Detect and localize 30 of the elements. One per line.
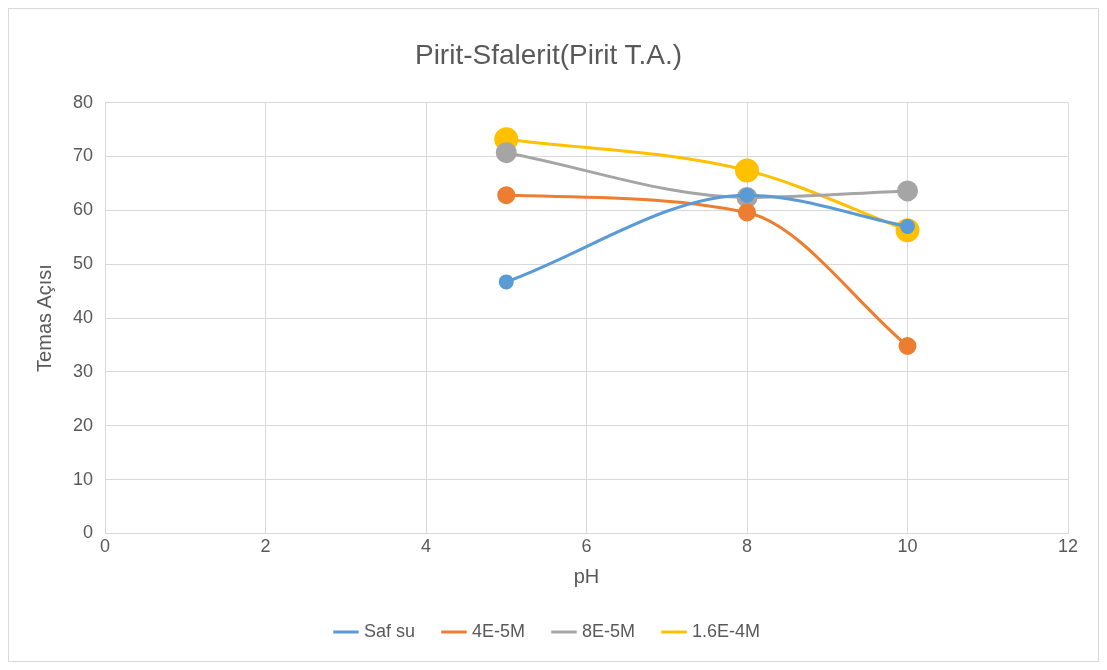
legend-label: Saf su xyxy=(363,620,415,641)
legend-label: 1.6E-4M xyxy=(692,620,761,641)
point xyxy=(498,274,514,290)
x-tick-label: 0 xyxy=(100,536,111,557)
y-tick-label: 10 xyxy=(72,468,94,489)
x-tick-label: 2 xyxy=(260,536,271,557)
y-tick-label: 40 xyxy=(72,306,94,327)
y-tick-label: 30 xyxy=(72,360,94,381)
y-tick-label: 0 xyxy=(83,522,94,543)
point xyxy=(495,142,517,164)
x-tick-label: 10 xyxy=(897,536,918,557)
y-tick-label: 70 xyxy=(72,145,94,166)
x-tick-label: 8 xyxy=(742,536,753,557)
legend-label: 4E-5M xyxy=(471,620,525,641)
y-tick-label: 20 xyxy=(72,414,94,435)
y-axis-title: Temas Açısı xyxy=(32,264,55,372)
y-tick-label: 50 xyxy=(72,253,94,274)
x-tick-label: 4 xyxy=(421,536,432,557)
x-tick-label: 12 xyxy=(1057,536,1079,557)
point xyxy=(735,158,760,183)
x-axis-title: pH xyxy=(573,564,600,587)
legend-label: 8E-5M xyxy=(582,620,636,641)
point xyxy=(497,186,516,205)
y-tick-label: 60 xyxy=(72,199,94,220)
chart-title: Pirit-Sfalerit(Pirit T.A.) xyxy=(414,38,683,70)
point xyxy=(898,337,917,355)
point xyxy=(897,180,918,202)
x-tick-label: 6 xyxy=(581,536,592,557)
point xyxy=(738,203,757,222)
y-tick-label: 80 xyxy=(72,91,94,112)
